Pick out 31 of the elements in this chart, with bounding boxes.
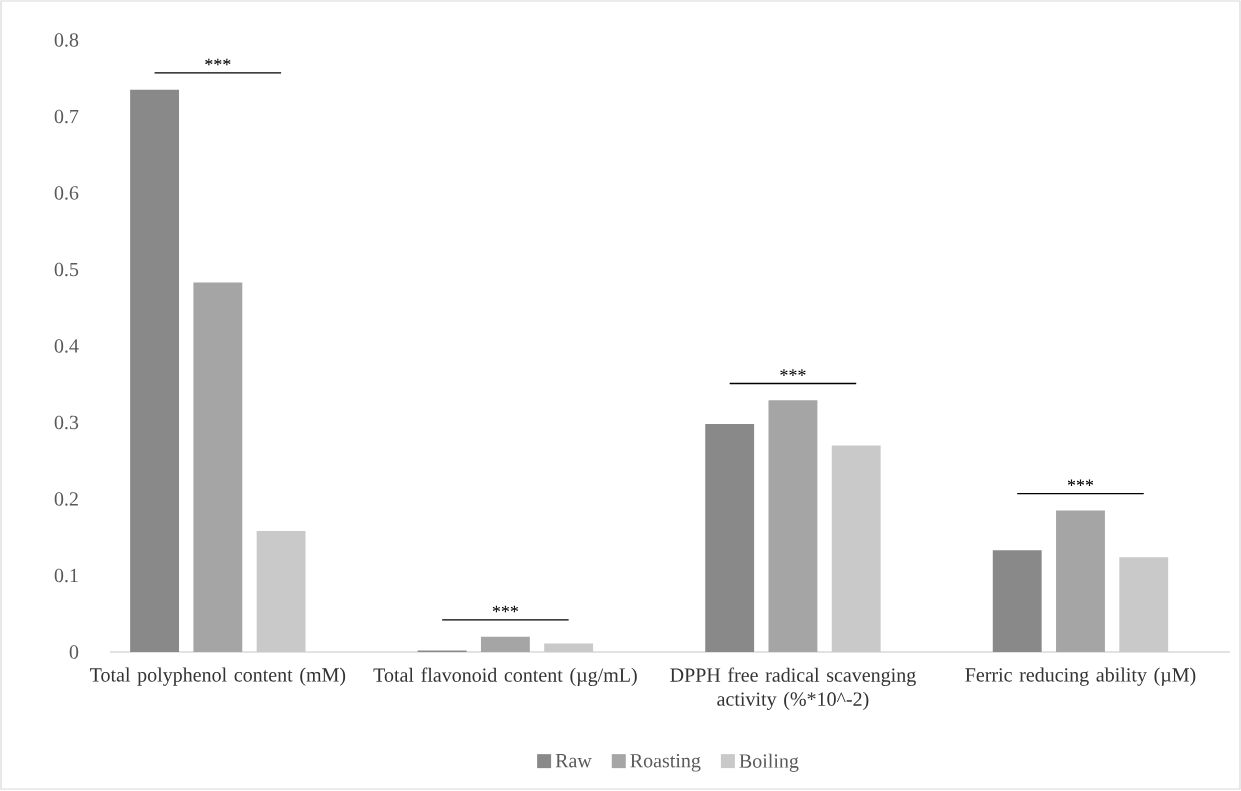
- bar: [256, 531, 306, 652]
- legend-label: Boiling: [739, 753, 799, 772]
- bar: [130, 89, 180, 652]
- x-tick-label: Ferric reducing ability (µM): [965, 667, 1196, 686]
- annotation: ***: [1067, 479, 1094, 487]
- annotation: ***: [205, 58, 231, 66]
- x-tick-label: Total polyphenol content (mM): [90, 667, 346, 686]
- y-tick-label: 0.4: [54, 339, 79, 353]
- y-tick-label: 0.7: [54, 109, 79, 124]
- bar: [1056, 510, 1105, 652]
- legend-label: Raw: [555, 754, 592, 768]
- bar: [193, 282, 243, 652]
- annotation: ***: [492, 605, 519, 613]
- bar: [768, 400, 818, 652]
- bar: [705, 424, 755, 652]
- y-tick-label: 0.2: [54, 492, 78, 506]
- y-tick-label: 0.6: [54, 186, 79, 200]
- y-tick-label: 0.5: [54, 262, 79, 277]
- annotation: ***: [780, 369, 806, 376]
- legend-label: Roasting: [630, 754, 701, 772]
- y-tick-label: 0.1: [54, 568, 78, 583]
- y-tick-label: 0.8: [54, 33, 79, 47]
- bar: [1119, 557, 1169, 652]
- x-tick-label: DPPH free radical scavenging activity (%*10^-2): [670, 667, 916, 710]
- bar: [831, 445, 881, 652]
- bar: [992, 550, 1042, 652]
- x-tick-label: Total flavonoid content (µg/mL): [373, 667, 637, 686]
- bar: [544, 643, 594, 652]
- y-tick-label: 0.3: [54, 415, 79, 430]
- bar: [480, 636, 530, 652]
- y-tick-label: 0: [69, 645, 79, 659]
